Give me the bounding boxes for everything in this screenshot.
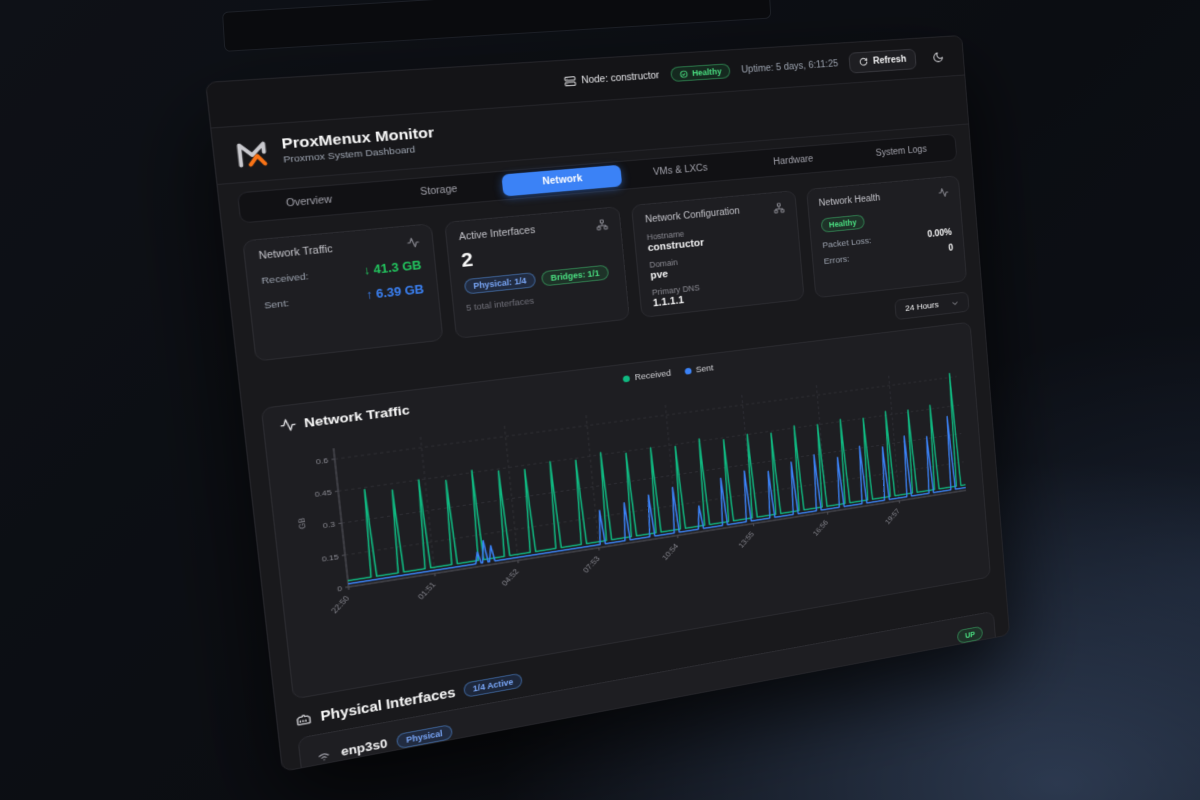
- node-indicator: Node: constructor: [564, 70, 660, 88]
- health-status-badge: Healthy: [820, 214, 865, 233]
- check-circle-icon: [679, 69, 688, 78]
- ethernet-port-icon: [295, 711, 313, 728]
- active-interfaces-card: Active Interfaces 2 Physical: 1/4 Bridge…: [444, 206, 630, 339]
- svg-text:10:54: 10:54: [660, 542, 679, 561]
- theme-toggle-button[interactable]: [925, 45, 949, 69]
- svg-text:0.6: 0.6: [316, 456, 329, 466]
- tab-overview[interactable]: Overview: [242, 185, 375, 219]
- sent-row: Sent: ↑ 6.39 GB: [263, 282, 424, 312]
- svg-text:16:56: 16:56: [811, 518, 829, 537]
- back-panel: [222, 0, 771, 52]
- chart-title: Network Traffic: [303, 403, 410, 431]
- interface-type-badge: Physical: [396, 724, 453, 749]
- activity-icon: [279, 417, 297, 434]
- refresh-button[interactable]: Refresh: [848, 48, 917, 73]
- legend-dot: [684, 367, 691, 374]
- physical-count-badge: Physical: 1/4: [463, 272, 536, 295]
- server-icon: [564, 75, 577, 87]
- received-row: Received: ↓ 41.3 GB: [261, 258, 422, 287]
- activity-icon: [938, 187, 949, 198]
- network-configuration-card: Network Configuration Hostname construct…: [631, 190, 804, 318]
- svg-text:19:57: 19:57: [884, 507, 902, 526]
- tab-network[interactable]: Network: [501, 165, 622, 197]
- content-area: Network Traffic Received: ↓ 41.3 GB Sent…: [223, 167, 1010, 772]
- svg-text:07:53: 07:53: [581, 555, 601, 575]
- tab-storage[interactable]: Storage: [375, 175, 502, 208]
- moon-icon: [932, 51, 944, 63]
- svg-text:0.3: 0.3: [323, 520, 336, 530]
- chevron-down-icon: [950, 298, 959, 308]
- network-traffic-card: Network Traffic Received: ↓ 41.3 GB Sent…: [242, 223, 443, 361]
- activity-icon: [406, 236, 420, 249]
- tab-vms-lxcs[interactable]: VMs & LXCs: [622, 155, 737, 186]
- refresh-icon: [858, 57, 868, 67]
- wifi-icon: [315, 747, 332, 763]
- proxmenux-logo: [231, 135, 273, 172]
- dashboard-page: Node: constructor Healthy Uptime: 5 days…: [205, 35, 1010, 772]
- network-icon: [596, 219, 609, 231]
- card-title: Network Traffic: [258, 244, 333, 262]
- card-title: Network Configuration: [645, 206, 741, 225]
- legend-dot: [623, 375, 630, 382]
- svg-text:04:52: 04:52: [500, 567, 521, 587]
- card-title: Network Health: [818, 193, 880, 209]
- svg-text:22:50: 22:50: [329, 594, 351, 615]
- health-badge: Healthy: [670, 63, 730, 82]
- traffic-chart: 0 0.15 0.3 0.45 0.6 22:50 01:51 04:52 07:53 10:54…: [282, 356, 978, 638]
- svg-text:0.45: 0.45: [314, 488, 332, 499]
- network-tree-icon: [773, 202, 785, 214]
- svg-text:GB: GB: [296, 517, 307, 530]
- network-health-card: Network Health Healthy Packet Loss: 0.00…: [806, 175, 967, 298]
- tab-hardware[interactable]: Hardware: [738, 146, 848, 176]
- received-value: ↓ 41.3 GB: [363, 258, 422, 277]
- interface-status-badge: UP: [957, 626, 983, 644]
- svg-text:01:51: 01:51: [416, 580, 437, 600]
- card-title: Active Interfaces: [458, 225, 535, 243]
- tab-system-logs[interactable]: System Logs: [848, 137, 954, 166]
- svg-text:0: 0: [337, 584, 343, 593]
- active-count-badge: 1/4 Active: [463, 673, 523, 698]
- svg-text:13:55: 13:55: [737, 530, 756, 549]
- interface-name: enp3s0: [340, 737, 388, 759]
- bridges-count-badge: Bridges: 1/1: [541, 265, 609, 287]
- uptime-label: Uptime: 5 days, 6:11:25: [741, 59, 839, 75]
- svg-text:0.15: 0.15: [321, 552, 339, 563]
- time-range-select[interactable]: 24 Hours: [895, 291, 970, 320]
- sent-value: ↑ 6.39 GB: [365, 282, 424, 302]
- node-label: Node: constructor: [581, 70, 660, 85]
- scene-background: Node: constructor Healthy Uptime: 5 days…: [0, 0, 1200, 800]
